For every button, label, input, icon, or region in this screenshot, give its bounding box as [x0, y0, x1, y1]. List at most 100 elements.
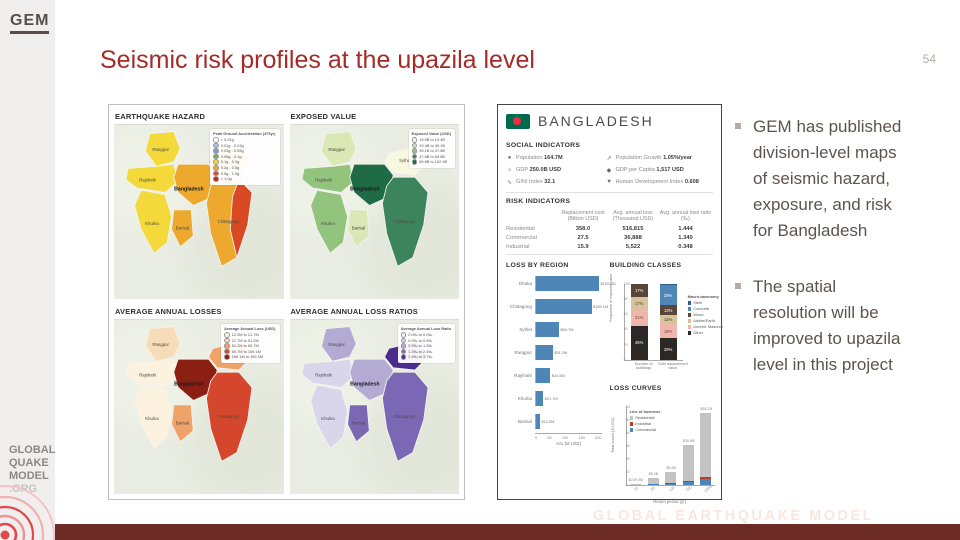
social-indicator-text: Human Development Index 0.608 — [615, 179, 699, 185]
map-division-label: Sylhet — [399, 158, 412, 163]
bullet-text: GEM has published division-level maps of… — [753, 117, 902, 240]
map-region-rangpur — [144, 131, 181, 167]
legend-label: Commercial — [635, 426, 657, 432]
map-division-label: Rajshahi — [315, 178, 332, 183]
stacked-bar-segment: 21% — [630, 309, 648, 326]
map-region-rajshahi — [125, 163, 179, 193]
risk-row-name: Residential — [506, 225, 535, 232]
region-bar-value: $69.7M — [560, 326, 574, 332]
x-axis-tick: 1000 — [703, 484, 713, 493]
stacked-bar: 29% 19% 12% 13% 28% — [659, 283, 677, 360]
map-canvas: RangpurRajshahiKhulnaBarisalChittagongSy… — [289, 320, 459, 494]
map-average-annual-losses: AVERAGE ANNUAL LOSSES Rangpur Rajshahi Khu… — [114, 305, 284, 494]
industrial-segment — [682, 480, 694, 482]
region-bar-track: $21.7M — [535, 390, 602, 406]
residential-segment — [629, 483, 641, 485]
legend-color-dot — [213, 170, 219, 177]
commercial-segment — [700, 479, 712, 485]
risk-row-value: 36,888 — [624, 234, 642, 241]
loss-by-region-bars: Dhaka $192.0M Chittagong $169.1M Sylhet $69.7… — [506, 272, 616, 433]
y-axis-tick: 60 — [623, 312, 628, 317]
loss-bar-value: $30.6B — [682, 439, 695, 444]
risk-row-value: 27.5 — [577, 234, 589, 241]
map-region-dhaka — [173, 358, 218, 401]
map-earthquake-hazard: EARTHQUAKE HAZARD Rangpur Rajshahi Khulna B… — [114, 110, 284, 299]
building-classes-legend-title: Macro-taxonomy — [687, 293, 719, 299]
x-axis-tick: 50 — [650, 485, 657, 492]
y-axis-tick: 50 — [625, 417, 630, 422]
map-legend-title: Peak Ground Acceleration (475yr) — [213, 131, 276, 136]
loss-by-region-chart: LOSS BY REGION Dhaka $192.0M Chittagong $16… — [506, 257, 616, 513]
legend-label: > 1.0g — [220, 176, 232, 182]
y-axis-tick: 20 — [625, 456, 630, 461]
map-region-dhaka — [173, 163, 218, 206]
region-bar — [536, 344, 553, 360]
legend-item: Unreinf. Masonry — [687, 324, 723, 330]
region-bar-value: $51.2M — [554, 349, 568, 355]
legend-color-dot — [411, 137, 418, 143]
stacked-bar-segment: 13% — [659, 305, 677, 316]
y-axis-tick: 80 — [623, 297, 628, 301]
brand-line: QUAKE — [9, 457, 49, 469]
social-indicator-text: GINI Index 32.1 — [516, 179, 556, 185]
loss-curves-legend: Line of business Residential Industrial Com… — [629, 409, 660, 433]
residential-segment — [665, 472, 677, 484]
region-bar-track: $169.1M — [535, 298, 608, 314]
social-indicator-value: 0.608 — [684, 179, 699, 185]
legend-item: Adobe/Earth — [687, 318, 723, 324]
legend-color-swatch — [687, 307, 692, 311]
legend-label: 19.4B to 39.1B — [419, 142, 445, 148]
map-canvas: RangpurRajshahiKhulnaBarisalChittagongSy… — [114, 320, 284, 494]
y-axis-tick: 10 — [625, 469, 630, 474]
brand-line: MODEL — [9, 470, 49, 482]
map-exposed-value: EXPOSED VALUE Rangpur Rajshahi Khulna Baris… — [289, 110, 459, 299]
map-title: AVERAGE ANNUAL LOSSES — [114, 305, 284, 320]
country-header: BANGLADESH — [506, 113, 713, 129]
charts-zone: LOSS BY REGION Dhaka $192.0M Chittagong $16… — [506, 257, 723, 504]
residential-segment — [682, 445, 694, 481]
map-legend-row: 0.9‰ to 1.3‰ — [400, 343, 451, 349]
legend-item: Steel — [687, 300, 723, 306]
divider — [506, 192, 713, 193]
map-region-rajshahi — [125, 358, 179, 388]
legend-color-dot — [400, 332, 407, 338]
map-region-chittagong — [381, 176, 428, 268]
map-region-rajshahi — [300, 163, 355, 193]
map-region-rajshahi — [300, 358, 355, 388]
stacked-bar-segment: 28% — [659, 284, 677, 306]
bangladesh-flag-icon — [506, 113, 530, 129]
segment-percent-label: 21% — [634, 315, 644, 321]
map-legend-row: 0.2g - 0.5g — [213, 164, 275, 171]
map-division-label: Rajshahi — [315, 373, 332, 378]
legend-color-dot — [213, 137, 219, 143]
segment-percent-label: 13% — [663, 307, 673, 313]
map-legend-title: Exposed Value (USD) — [411, 131, 451, 136]
legend-color-swatch — [687, 301, 692, 305]
map-region-rangpur — [144, 326, 181, 362]
stacked-bar-segment: 29% — [659, 338, 677, 360]
legend-color-dot — [213, 176, 219, 182]
social-indicator: ⌂ GDP 250.0B USD — [506, 164, 599, 176]
map-division-label: Khulna — [321, 416, 335, 421]
loss-bar-value: $729.0M — [628, 477, 644, 482]
risk-row-value: 1.444 — [678, 225, 693, 232]
legend-color-dot — [411, 159, 418, 165]
commercial-segment — [665, 483, 677, 485]
bullet-text: The spatial resolution will be improved … — [753, 277, 901, 374]
legend-item: Wood — [687, 312, 723, 318]
country-name: BANGLADESH — [538, 113, 654, 129]
loss-stacked-bar — [629, 483, 641, 485]
loss-bar-value: $5.4B — [648, 471, 659, 476]
y-axis-tick: 0 — [625, 482, 628, 487]
risk-row-value: 5,522 — [625, 243, 641, 250]
map-legend-row: 51.2M to 69.7M — [224, 343, 275, 349]
stacked-bar-segment: 17% — [630, 283, 648, 297]
social-indicator-text: GDP per Capita 1,517 USD — [615, 167, 684, 173]
legend-color-dot — [224, 332, 230, 338]
map-region-khulna — [134, 384, 173, 449]
legend-color-swatch — [629, 416, 634, 420]
stacked-bar-segment: 19% — [659, 324, 677, 339]
y-axis-tick: 40 — [625, 430, 630, 435]
region-bar — [536, 275, 600, 291]
map-division-label: Rangpur — [328, 342, 345, 347]
